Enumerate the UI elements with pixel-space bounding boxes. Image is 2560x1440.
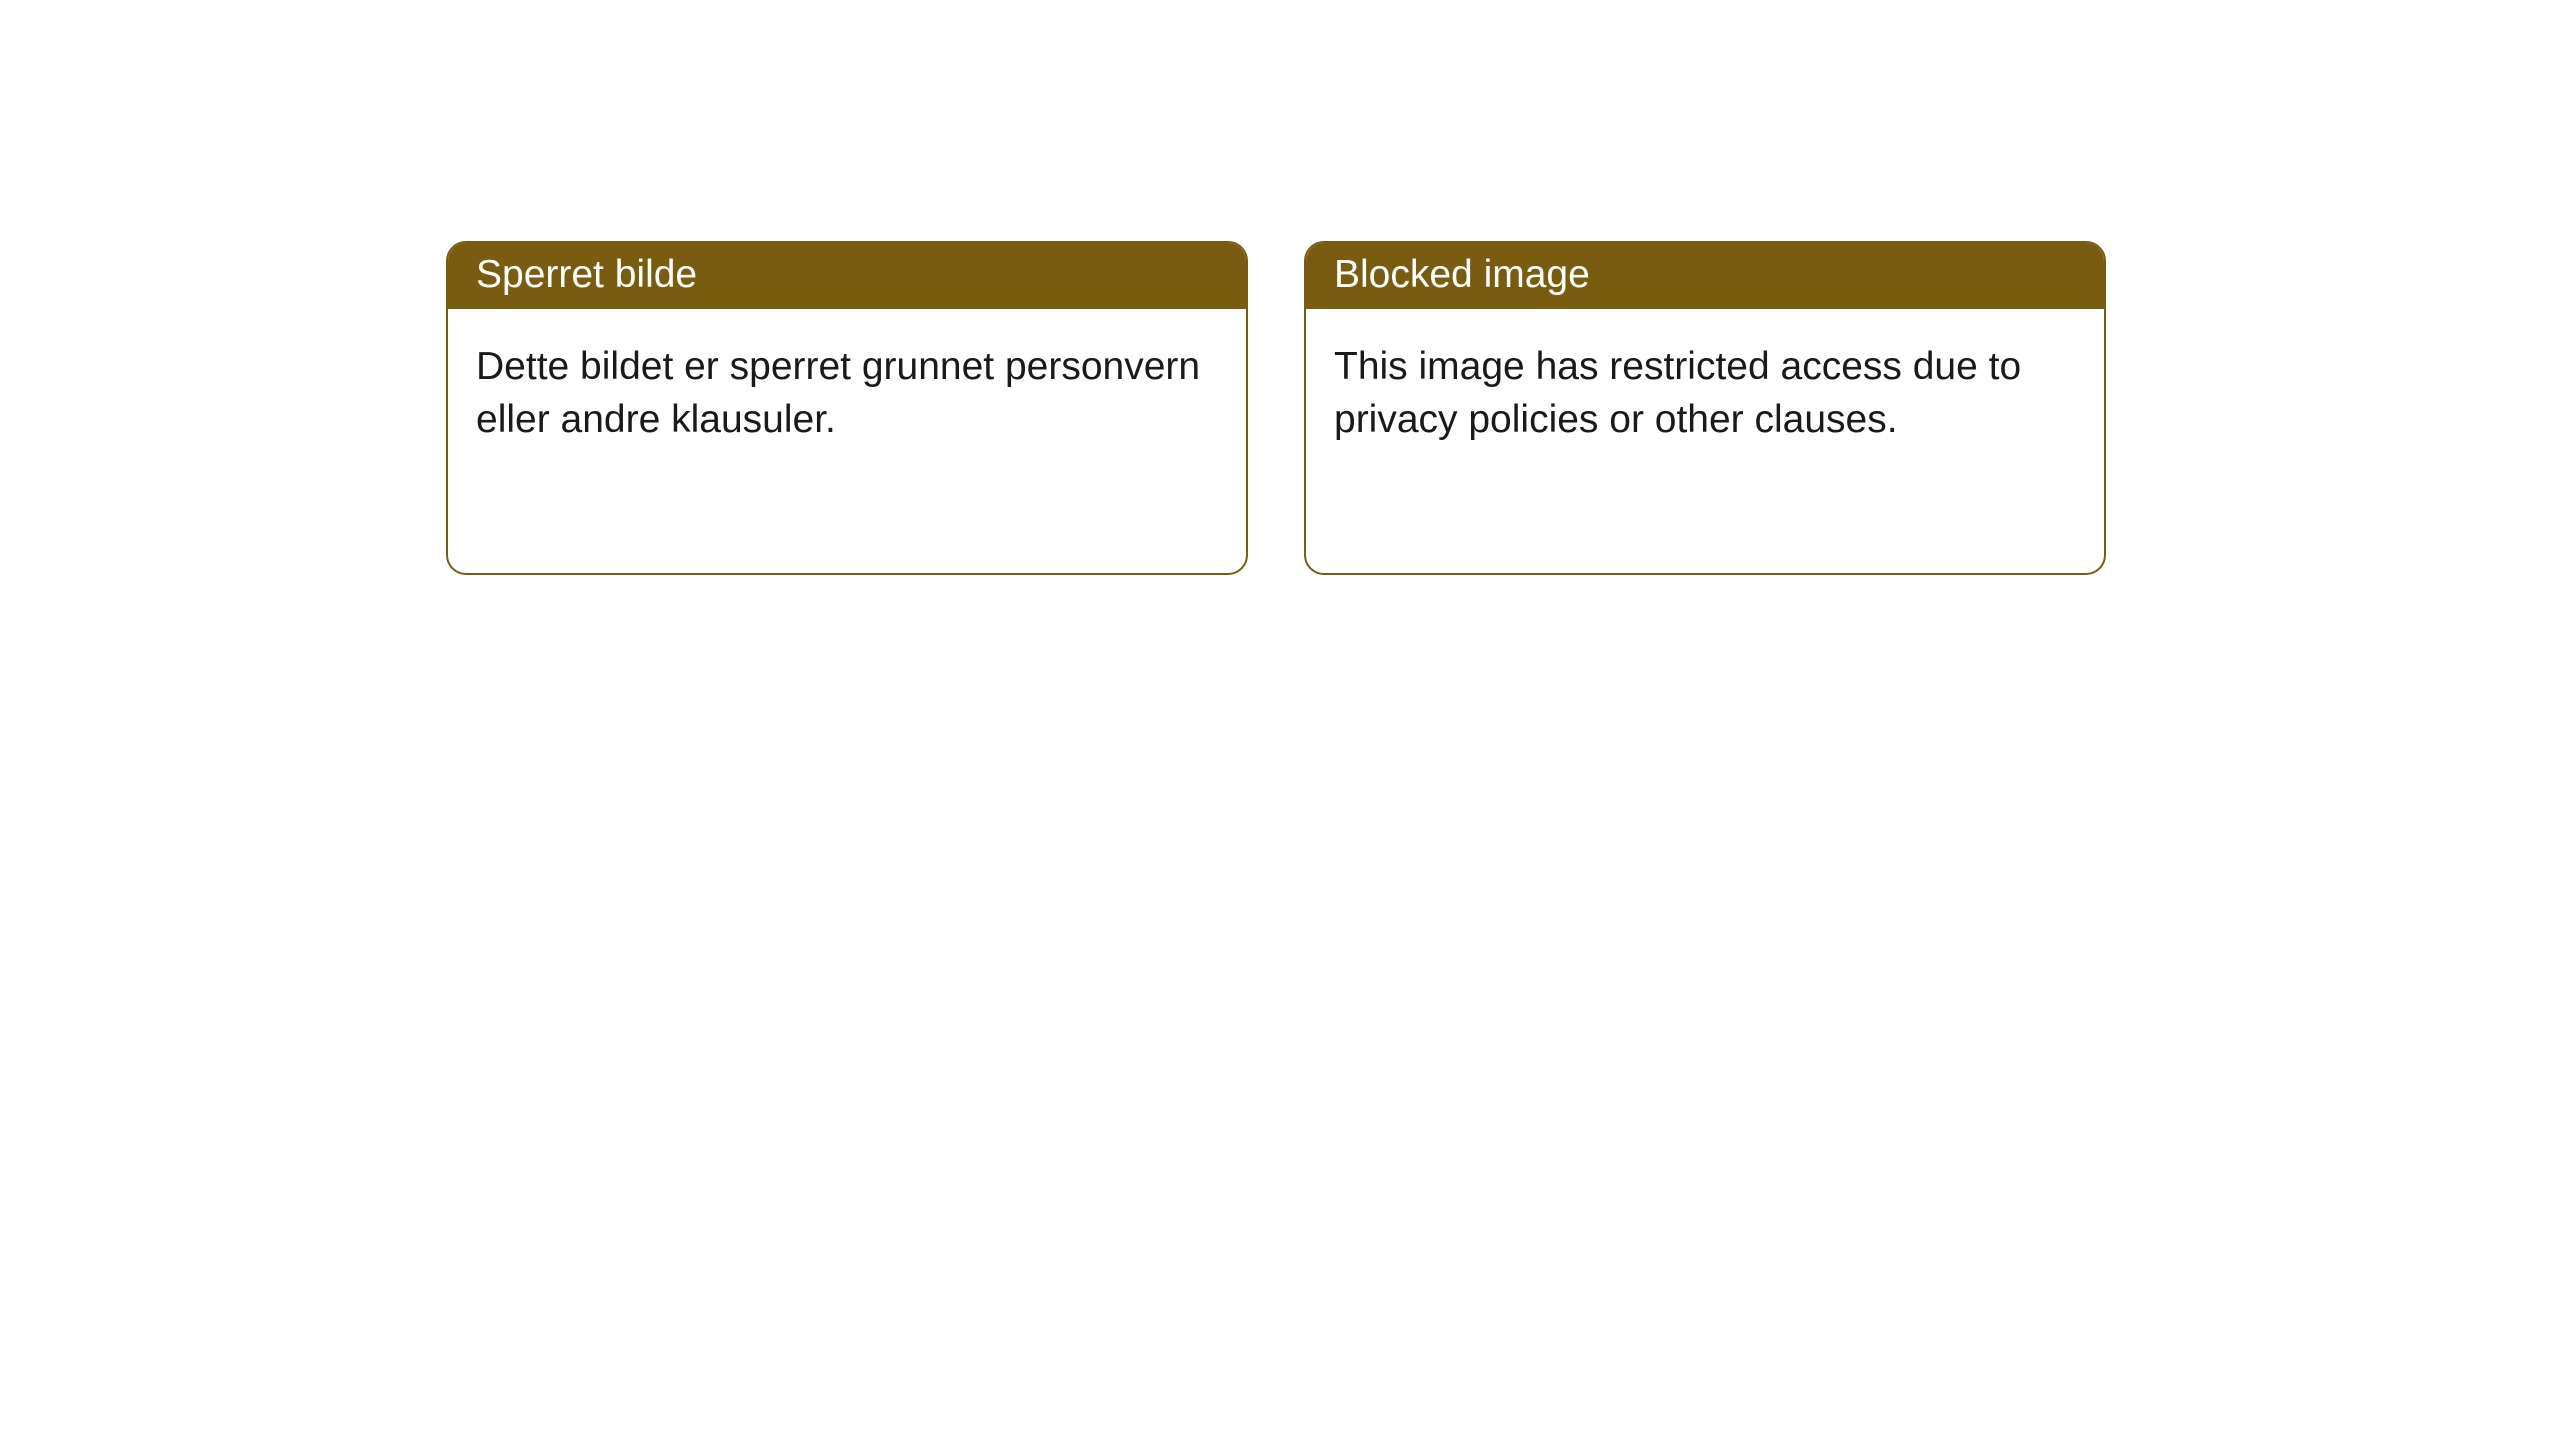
notice-card-english: Blocked image This image has restricted … [1304, 241, 2106, 575]
notice-card-norwegian: Sperret bilde Dette bildet er sperret gr… [446, 241, 1248, 575]
notice-header: Blocked image [1306, 243, 2104, 309]
notice-body: This image has restricted access due to … [1306, 309, 2104, 478]
notice-header: Sperret bilde [448, 243, 1246, 309]
notice-body: Dette bildet er sperret grunnet personve… [448, 309, 1246, 478]
notice-container: Sperret bilde Dette bildet er sperret gr… [0, 0, 2560, 575]
